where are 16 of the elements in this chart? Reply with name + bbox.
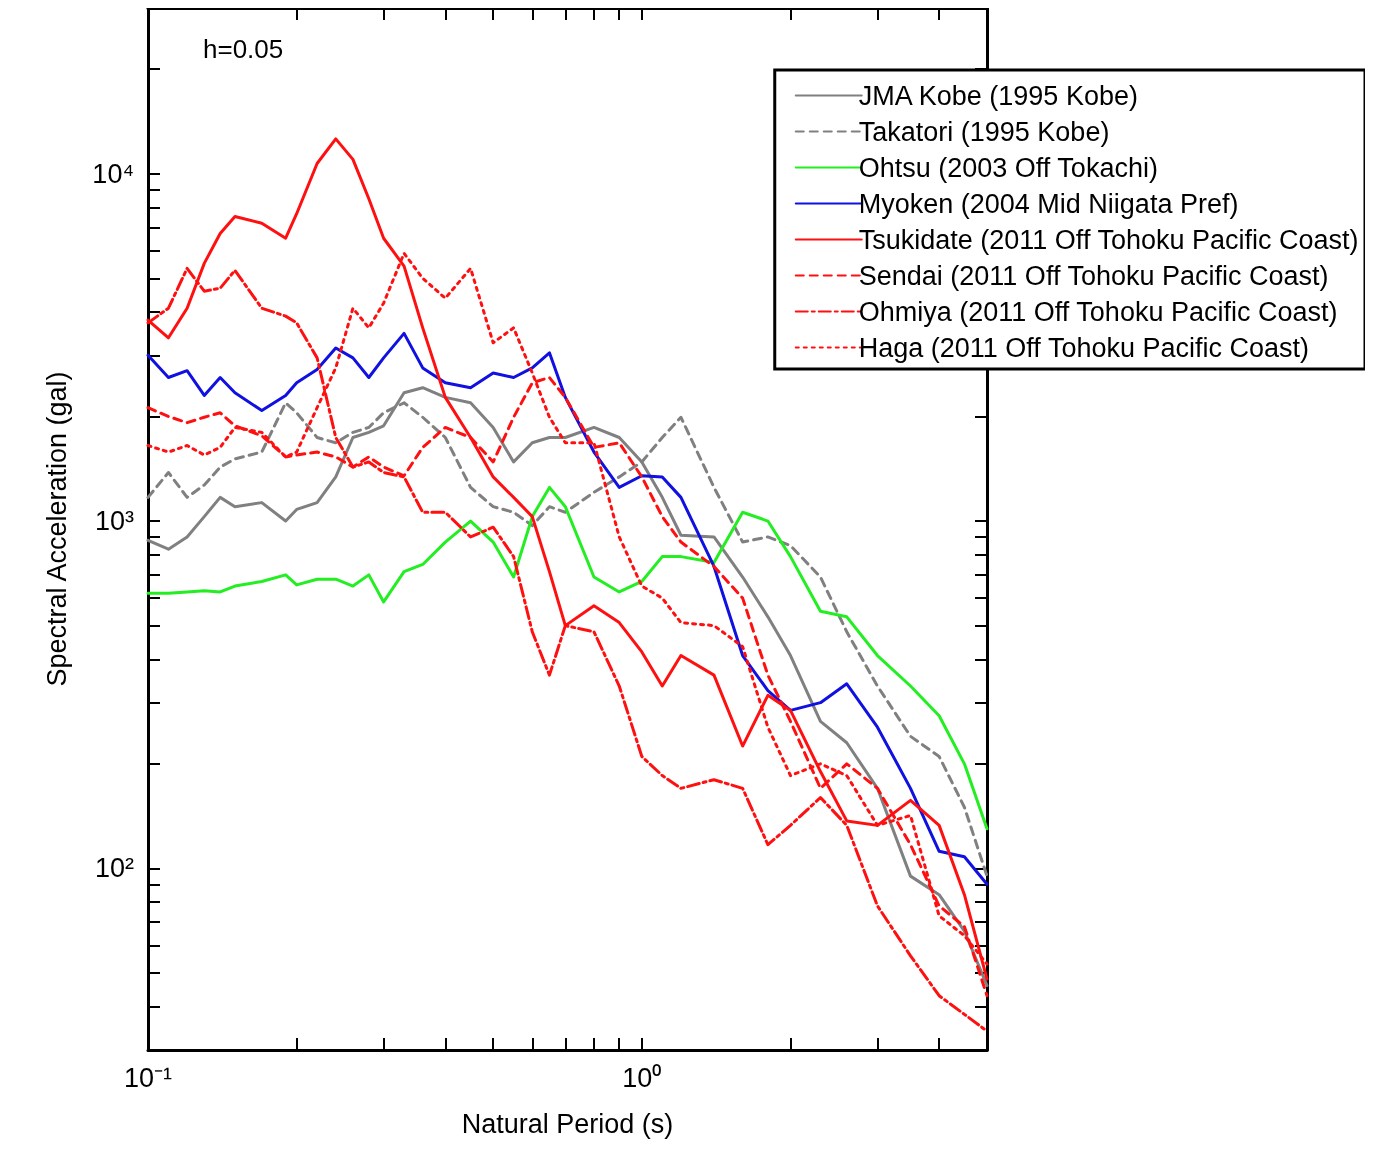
x-tick-label: 10⁰ [622,1062,662,1093]
y-tick-label: 10² [94,853,134,884]
legend-label: Takatori (1995 Kobe) [858,116,1110,147]
legend-label: Tsukidate (2011 Off Tohoku Pacific Coast) [858,224,1359,255]
y-axis-title: Spectral Acceleration (gal) [41,371,72,687]
y-tick-label: 10³ [94,506,134,537]
x-axis-title: Natural Period (s) [461,1108,674,1139]
legend-label: Ohmiya (2011 Off Tohoku Pacific Coast) [858,296,1338,327]
legend-label: Sendai (2011 Off Tohoku Pacific Coast) [858,260,1329,291]
legend-label: Haga (2011 Off Tohoku Pacific Coast) [858,332,1309,363]
x-tick-label: 10⁻¹ [123,1062,173,1093]
legend-label: JMA Kobe (1995 Kobe) [858,80,1138,111]
annotation: h=0.05 [203,34,284,64]
legend-label: Myoken (2004 Mid Niigata Pref) [858,188,1239,219]
legend-label: Ohtsu (2003 Off Tokachi) [858,152,1158,183]
y-tick-label: 10⁴ [92,158,134,189]
